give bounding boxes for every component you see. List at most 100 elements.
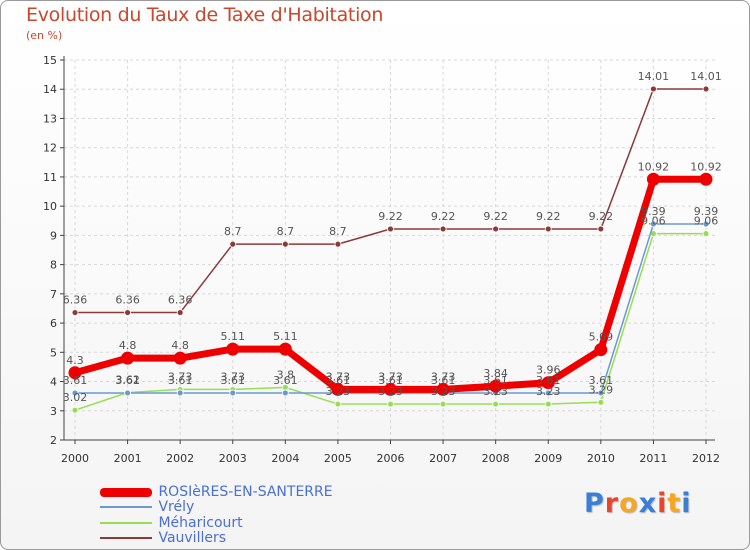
- data-label-m-haricourt: 3.23: [536, 385, 561, 398]
- data-point-vauvillers: [334, 240, 342, 248]
- data-point-m-haricourt: [597, 398, 605, 406]
- x-tick-label: 2010: [587, 452, 615, 465]
- data-point-rosi-res-en-santerre: [173, 351, 187, 365]
- data-label-vr-ly: 3.61: [431, 374, 456, 387]
- data-point-rosi-res-en-santerre: [489, 379, 503, 393]
- data-point-vr-ly: [281, 389, 289, 397]
- data-point-m-haricourt: [334, 400, 342, 408]
- data-point-vauvillers: [71, 309, 79, 316]
- data-label-rosi-res-en-santerre: 3.73: [326, 370, 351, 383]
- data-label-vr-ly: 3.61: [221, 374, 246, 387]
- data-point-rosi-res-en-santerre: [384, 382, 397, 396]
- data-label-vauvillers: 9.22: [536, 210, 561, 223]
- data-point-vr-ly: [702, 220, 710, 228]
- data-label-vauvillers: 6.36: [168, 294, 193, 307]
- logo-letter: P: [584, 488, 605, 519]
- data-label-rosi-res-en-santerre: 3.73: [431, 370, 456, 383]
- data-label-rosi-res-en-santerre: 5.09: [589, 331, 614, 344]
- data-label-vauvillers: 6.36: [115, 294, 140, 307]
- legend-label-rosieres: ROSIèRES-EN-SANTERRE: [158, 484, 333, 500]
- data-point-vauvillers: [229, 240, 237, 248]
- data-label-rosi-res-en-santerre: 3.96: [536, 364, 561, 377]
- x-tick-label: 2002: [166, 452, 194, 465]
- data-label-vauvillers: 14.01: [690, 70, 722, 83]
- data-label-vr-ly: 3.61: [326, 374, 351, 387]
- data-point-vauvillers: [702, 85, 710, 93]
- data-point-m-haricourt: [71, 406, 79, 414]
- data-point-vr-ly: [124, 389, 131, 397]
- chart-subtitle: (en %): [26, 29, 63, 42]
- data-label-vauvillers: 6.36: [63, 294, 88, 307]
- data-label-vauvillers: 9.22: [589, 210, 614, 223]
- x-tick-label: 2011: [639, 452, 667, 465]
- data-label-rosi-res-en-santerre: 4.3: [66, 354, 84, 367]
- data-point-m-haricourt: [544, 400, 552, 408]
- data-point-vr-ly: [650, 220, 657, 228]
- data-label-m-haricourt: 3.29: [589, 383, 614, 396]
- data-point-vr-ly: [71, 389, 79, 397]
- data-label-rosi-res-en-santerre: 3.73: [378, 370, 403, 383]
- data-point-vauvillers: [544, 225, 552, 233]
- logo-letter: i: [657, 488, 668, 519]
- data-point-vr-ly: [229, 389, 237, 397]
- y-tick-label: 3: [50, 405, 57, 418]
- data-point-rosi-res-en-santerre: [68, 366, 82, 380]
- data-point-m-haricourt: [387, 400, 394, 408]
- data-label-vr-ly: 9.39: [694, 205, 719, 218]
- data-label-rosi-res-en-santerre: 10.92: [690, 160, 722, 173]
- data-label-vr-ly: 3.61: [115, 374, 140, 387]
- x-tick-label: 2004: [271, 452, 299, 465]
- data-point-vauvillers: [597, 225, 605, 233]
- x-tick-label: 2001: [114, 452, 142, 465]
- data-label-m-haricourt: 3.02: [63, 391, 88, 404]
- data-label-m-haricourt: 3.8: [277, 368, 295, 381]
- x-tick-label: 2000: [61, 452, 89, 465]
- data-label-rosi-res-en-santerre: 3.84: [483, 367, 508, 380]
- data-label-m-haricourt: 3.23: [378, 385, 403, 398]
- data-label-rosi-res-en-santerre: 4.8: [171, 339, 189, 352]
- data-label-vauvillers: 14.01: [638, 70, 670, 83]
- data-label-m-haricourt: 9.06: [694, 215, 719, 228]
- data-point-vauvillers: [439, 225, 447, 233]
- x-tick-label: 2008: [482, 452, 510, 465]
- data-label-vr-ly: 9.39: [641, 205, 666, 218]
- data-point-rosi-res-en-santerre: [278, 342, 292, 356]
- data-label-rosi-res-en-santerre: 5.11: [273, 330, 298, 343]
- data-point-rosi-res-en-santerre: [436, 382, 450, 396]
- logo-letter: r: [604, 488, 620, 519]
- data-label-vr-ly: 3.61: [483, 374, 508, 387]
- logo-letter: i: [681, 488, 692, 519]
- data-point-rosi-res-en-santerre: [121, 351, 135, 365]
- data-label-vauvillers: 9.22: [483, 210, 508, 223]
- x-tick-label: 2005: [324, 452, 352, 465]
- legend-label-vrely: Vrély: [158, 499, 195, 515]
- data-point-rosi-res-en-santerre: [331, 382, 345, 396]
- data-label-m-haricourt: 3.73: [168, 370, 193, 383]
- logo-letter: x: [638, 488, 658, 519]
- y-tick-label: 9: [50, 229, 57, 242]
- data-label-m-haricourt: 3.23: [431, 385, 456, 398]
- legend-item-meharicourt: Méharicourt: [100, 515, 243, 531]
- data-point-vr-ly: [544, 389, 552, 397]
- data-point-m-haricourt: [702, 230, 710, 238]
- data-label-m-haricourt: 3.23: [326, 385, 351, 398]
- data-point-vauvillers: [176, 309, 184, 316]
- y-tick-label: 7: [50, 288, 57, 301]
- data-point-vauvillers: [387, 225, 394, 233]
- data-point-m-haricourt: [492, 400, 500, 408]
- y-tick-label: 5: [50, 346, 57, 359]
- y-tick-label: 13: [43, 112, 57, 125]
- data-label-m-haricourt: 9.06: [641, 215, 666, 228]
- data-point-vauvillers: [650, 85, 657, 93]
- y-tick-label: 11: [43, 171, 57, 184]
- data-point-rosi-res-en-santerre: [646, 172, 660, 186]
- data-label-vauvillers: 8.7: [329, 225, 347, 238]
- y-tick-label: 6: [50, 317, 57, 330]
- data-label-m-haricourt: 3.62: [115, 374, 140, 387]
- data-point-rosi-res-en-santerre: [594, 343, 608, 357]
- x-tick-label: 2009: [534, 452, 562, 465]
- data-label-vr-ly: 3.61: [168, 374, 193, 387]
- y-tick-label: 4: [50, 376, 57, 389]
- data-label-rosi-res-en-santerre: 4.8: [119, 339, 137, 352]
